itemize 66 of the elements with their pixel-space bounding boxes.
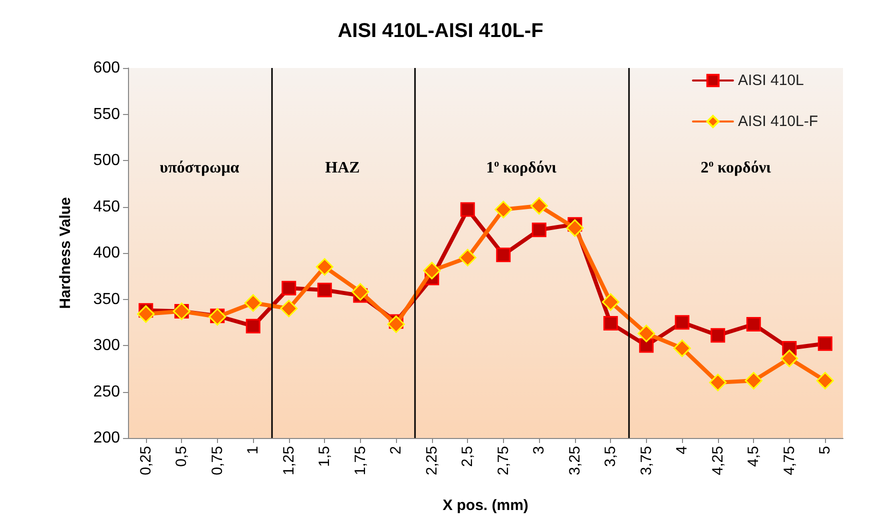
point [816,372,834,390]
point [352,283,370,301]
point [317,282,332,298]
y-tick-label: 350 [93,290,120,308]
x-tick-label: 1,25 [280,446,298,476]
x-tick-label: 3,75 [638,446,655,476]
y-tick-label: 200 [93,430,120,446]
point [638,324,656,342]
point [744,372,762,390]
y-tick-label: 450 [93,198,120,216]
x-tick-label: 3,5 [602,446,620,467]
point [746,316,761,332]
y-tick-label: 400 [93,244,120,262]
y-tick-label: 250 [93,383,120,400]
point [530,197,548,215]
point [387,315,405,333]
point [280,300,298,318]
x-tick-label: 1,75 [352,446,369,476]
point [673,340,691,358]
chart-title: AISI 410L-AISI 410L-F [338,20,544,42]
legend-label: AISI 410L [738,72,804,89]
annotation: υπόστρωμα [160,160,240,176]
x-tick-label: 2,5 [459,446,476,467]
y-axis-title: Hardness Value [57,197,74,309]
point [246,318,260,334]
x-tick-label: 4 [674,446,691,454]
point [460,202,475,217]
point [639,338,654,353]
legend-label: AISI 410L-F [738,113,818,130]
x-tick-label: 3 [530,446,548,454]
x-tick-label: 2,25 [423,446,440,476]
y-tick-label: 300 [93,337,120,354]
x-tick-label: 2 [388,446,405,454]
x-tick-label: 3,25 [566,446,584,476]
annotation: HAZ [325,160,360,176]
point [282,280,296,296]
point [458,248,476,266]
x-tick-label: 2,75 [494,446,512,476]
point [423,262,441,280]
point [602,293,620,311]
point [710,328,726,343]
point [603,316,618,331]
x-tick-label: 1 [244,446,262,454]
y-tick-label: 600 [93,60,120,76]
point [709,374,727,392]
point [780,350,798,368]
point [532,222,546,238]
point [674,315,690,330]
x-tick-label: 5 [816,446,834,454]
y-tick-label: 500 [93,152,120,169]
point [566,219,584,237]
x-tick-label: 4,25 [709,446,726,476]
x-tick-label: 0,25 [137,446,154,476]
x-tick-label: 0,5 [173,446,190,467]
x-tick-label: 0,75 [208,446,226,476]
point [818,336,832,351]
point [496,248,511,262]
x-tick-label: 4,75 [780,446,798,476]
point [244,294,262,312]
y-tick-label: 550 [93,106,120,123]
point [137,305,155,323]
x-tick-label: 4,5 [745,446,762,467]
x-axis-title: X pos. (mm) [442,497,528,514]
point [316,258,334,276]
point [494,200,512,218]
x-tick-label: 1,5 [316,446,334,467]
